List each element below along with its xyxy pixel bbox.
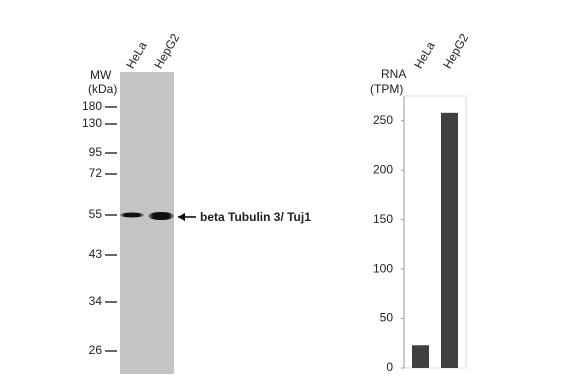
band bbox=[148, 212, 174, 220]
mw-label: (kDa) bbox=[88, 82, 117, 96]
marker-label: 43 bbox=[89, 247, 103, 261]
lane-label: HepG2 bbox=[151, 31, 182, 71]
marker-label: 72 bbox=[89, 166, 103, 180]
band-label: beta Tubulin 3/ Tuj1 bbox=[200, 210, 311, 224]
marker-label: 180 bbox=[82, 99, 102, 113]
bar bbox=[412, 345, 429, 368]
y-tick-label: 250 bbox=[373, 113, 393, 127]
marker-label: 55 bbox=[89, 207, 103, 221]
marker-label: 34 bbox=[89, 294, 103, 308]
gel bbox=[120, 72, 174, 374]
band bbox=[120, 212, 144, 218]
chart-title: RNA bbox=[381, 67, 406, 81]
x-tick-label: HeLa bbox=[411, 39, 438, 71]
bar bbox=[441, 112, 458, 368]
y-tick-label: 200 bbox=[373, 162, 393, 176]
y-tick-label: 100 bbox=[373, 261, 393, 275]
y-tick-label: 150 bbox=[373, 212, 393, 226]
x-tick-label: HepG2 bbox=[440, 31, 471, 71]
lane-label: HeLa bbox=[123, 39, 150, 71]
mw-label: MW bbox=[90, 68, 112, 82]
y-tick-label: 50 bbox=[380, 311, 394, 325]
marker-label: 130 bbox=[82, 116, 102, 130]
y-tick-label: 0 bbox=[386, 360, 393, 374]
marker-label: 26 bbox=[89, 343, 103, 357]
arrow-head bbox=[178, 213, 185, 221]
marker-label: 95 bbox=[89, 145, 103, 159]
chart-title: (TPM) bbox=[370, 82, 403, 96]
